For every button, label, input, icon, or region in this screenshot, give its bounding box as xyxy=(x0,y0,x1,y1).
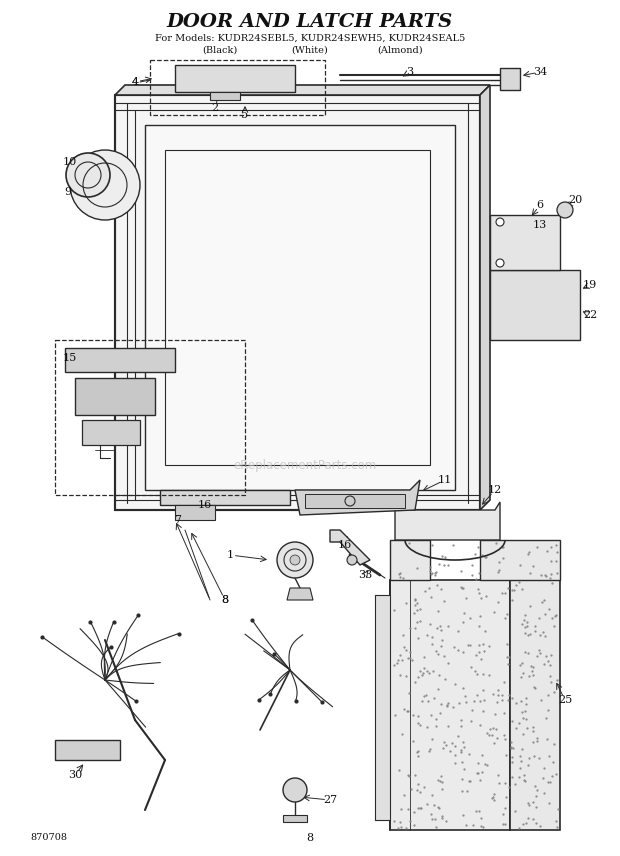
Text: (Black): (Black) xyxy=(202,45,237,55)
Text: 16: 16 xyxy=(338,540,352,550)
Polygon shape xyxy=(490,270,580,340)
Text: 22: 22 xyxy=(583,310,597,320)
Text: 6: 6 xyxy=(536,200,544,210)
Polygon shape xyxy=(375,595,390,820)
Circle shape xyxy=(496,218,504,226)
Text: 8: 8 xyxy=(306,833,314,843)
Polygon shape xyxy=(295,480,420,515)
Text: 7: 7 xyxy=(174,515,182,525)
Circle shape xyxy=(70,150,140,220)
Polygon shape xyxy=(210,92,240,100)
Text: 16: 16 xyxy=(198,500,212,510)
Polygon shape xyxy=(65,348,175,372)
Text: (White): (White) xyxy=(291,45,329,55)
Polygon shape xyxy=(395,502,500,540)
Text: 20: 20 xyxy=(568,195,582,205)
Polygon shape xyxy=(283,815,307,822)
Text: 27: 27 xyxy=(323,795,337,805)
Text: 870708: 870708 xyxy=(30,834,67,842)
Text: 19: 19 xyxy=(583,280,597,290)
Bar xyxy=(55,340,245,495)
Text: 11: 11 xyxy=(438,475,452,485)
Polygon shape xyxy=(115,95,480,510)
Circle shape xyxy=(277,542,313,578)
Text: 4: 4 xyxy=(131,77,138,87)
Text: (Almond): (Almond) xyxy=(377,45,423,55)
Text: 2: 2 xyxy=(211,103,219,113)
Polygon shape xyxy=(480,85,490,510)
Polygon shape xyxy=(175,505,215,520)
Circle shape xyxy=(66,153,110,197)
Polygon shape xyxy=(510,580,560,830)
Circle shape xyxy=(347,555,357,565)
Bar xyxy=(150,60,325,115)
Text: 25: 25 xyxy=(558,695,572,705)
Polygon shape xyxy=(500,68,520,90)
Text: For Models: KUDR24SEBL5, KUDR24SEWH5, KUDR24SEAL5: For Models: KUDR24SEBL5, KUDR24SEWH5, KU… xyxy=(155,33,465,43)
Circle shape xyxy=(290,555,300,565)
Text: 9: 9 xyxy=(64,187,71,197)
Text: eReplacementParts.com: eReplacementParts.com xyxy=(233,459,376,472)
Polygon shape xyxy=(305,494,405,508)
Circle shape xyxy=(557,202,573,218)
Text: 8: 8 xyxy=(221,595,229,605)
Polygon shape xyxy=(390,540,430,580)
Text: 5: 5 xyxy=(241,110,249,120)
Polygon shape xyxy=(287,588,313,600)
Text: 8: 8 xyxy=(221,595,229,605)
Text: 3: 3 xyxy=(407,67,414,77)
Text: 33: 33 xyxy=(358,570,372,580)
Text: 30: 30 xyxy=(68,770,82,780)
Polygon shape xyxy=(390,580,510,830)
Text: DOOR AND LATCH PARTS: DOOR AND LATCH PARTS xyxy=(167,13,453,31)
Text: 13: 13 xyxy=(533,220,547,230)
Polygon shape xyxy=(480,540,560,580)
Polygon shape xyxy=(330,530,370,565)
Polygon shape xyxy=(160,490,290,505)
Text: 10: 10 xyxy=(63,157,77,167)
Polygon shape xyxy=(175,65,295,92)
Polygon shape xyxy=(75,378,155,415)
Text: 15: 15 xyxy=(63,353,77,363)
Text: 34: 34 xyxy=(533,67,547,77)
Polygon shape xyxy=(55,740,120,760)
Text: 12: 12 xyxy=(488,485,502,495)
Text: 1: 1 xyxy=(226,550,234,560)
Polygon shape xyxy=(490,215,560,270)
Circle shape xyxy=(283,778,307,802)
Polygon shape xyxy=(82,420,140,445)
Circle shape xyxy=(496,259,504,267)
Polygon shape xyxy=(145,125,455,490)
Polygon shape xyxy=(165,150,430,465)
Text: 4: 4 xyxy=(131,77,138,87)
Polygon shape xyxy=(115,85,490,95)
